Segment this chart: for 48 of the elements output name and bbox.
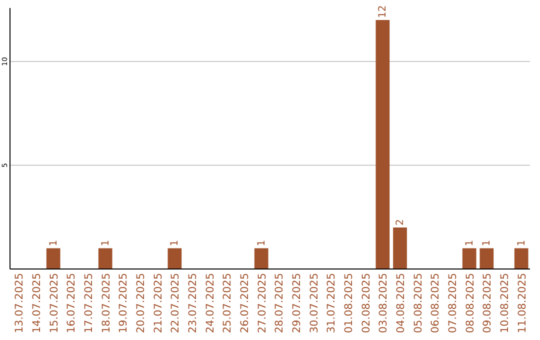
x-tick-label: 18.07.2025 <box>100 273 112 334</box>
x-tick-label: 27.07.2025 <box>256 273 268 334</box>
data-label: 1 <box>170 240 181 246</box>
x-tick-label: 31.07.2025 <box>326 273 338 334</box>
x-tick-label: 19.07.2025 <box>118 273 130 334</box>
x-tick-label: 23.07.2025 <box>187 273 199 334</box>
bar <box>254 248 268 269</box>
data-label: 12 <box>378 5 389 18</box>
bar <box>514 248 528 269</box>
data-label: 1 <box>256 240 268 246</box>
x-tick-label: 24.07.2025 <box>204 273 216 334</box>
x-tick-label: 13.07.2025 <box>14 273 26 334</box>
x-tick-label: 22.07.2025 <box>170 273 182 334</box>
x-tick-label: 11.08.2025 <box>516 273 528 334</box>
x-tick-label: 07.08.2025 <box>447 273 459 334</box>
x-tick-label: 08.08.2025 <box>464 273 476 334</box>
x-tick-label: 17.07.2025 <box>83 273 95 334</box>
x-tick-label: 10.08.2025 <box>499 273 511 334</box>
x-tick-label: 21.07.2025 <box>152 273 164 334</box>
bar <box>98 248 112 269</box>
data-label: 1 <box>464 240 476 246</box>
x-tick-label: 05.08.2025 <box>412 273 424 334</box>
x-tick-label: 14.07.2025 <box>31 273 43 334</box>
bar <box>376 20 390 269</box>
x-tick-label: 26.07.2025 <box>239 273 251 334</box>
data-label: 1 <box>100 240 112 246</box>
x-tick-label: 30.07.2025 <box>308 273 320 334</box>
x-tick-label: 20.07.2025 <box>135 273 147 334</box>
data-label: 1 <box>48 240 60 246</box>
data-label: 1 <box>482 240 493 246</box>
x-tick-label: 15.07.2025 <box>48 273 60 334</box>
x-tick-label: 06.08.2025 <box>430 273 442 334</box>
bar <box>46 248 60 269</box>
bar <box>393 228 407 269</box>
bar <box>462 248 476 269</box>
data-label: 2 <box>395 219 406 226</box>
data-label: 1 <box>516 240 528 246</box>
x-tick-label: 04.08.2025 <box>395 273 407 334</box>
bar <box>480 248 494 269</box>
x-tick-label: 09.08.2025 <box>482 273 494 334</box>
x-tick-label: 29.07.2025 <box>291 273 303 334</box>
x-tick-label: 28.07.2025 <box>274 273 286 334</box>
x-tick-label: 03.08.2025 <box>378 273 390 334</box>
x-tick-label: 16.07.2025 <box>66 273 78 334</box>
x-tick-label: 01.08.2025 <box>343 273 355 334</box>
bar <box>168 248 182 269</box>
x-tick-label: 25.07.2025 <box>222 273 234 334</box>
x-tick-label: 02.08.2025 <box>360 273 372 334</box>
